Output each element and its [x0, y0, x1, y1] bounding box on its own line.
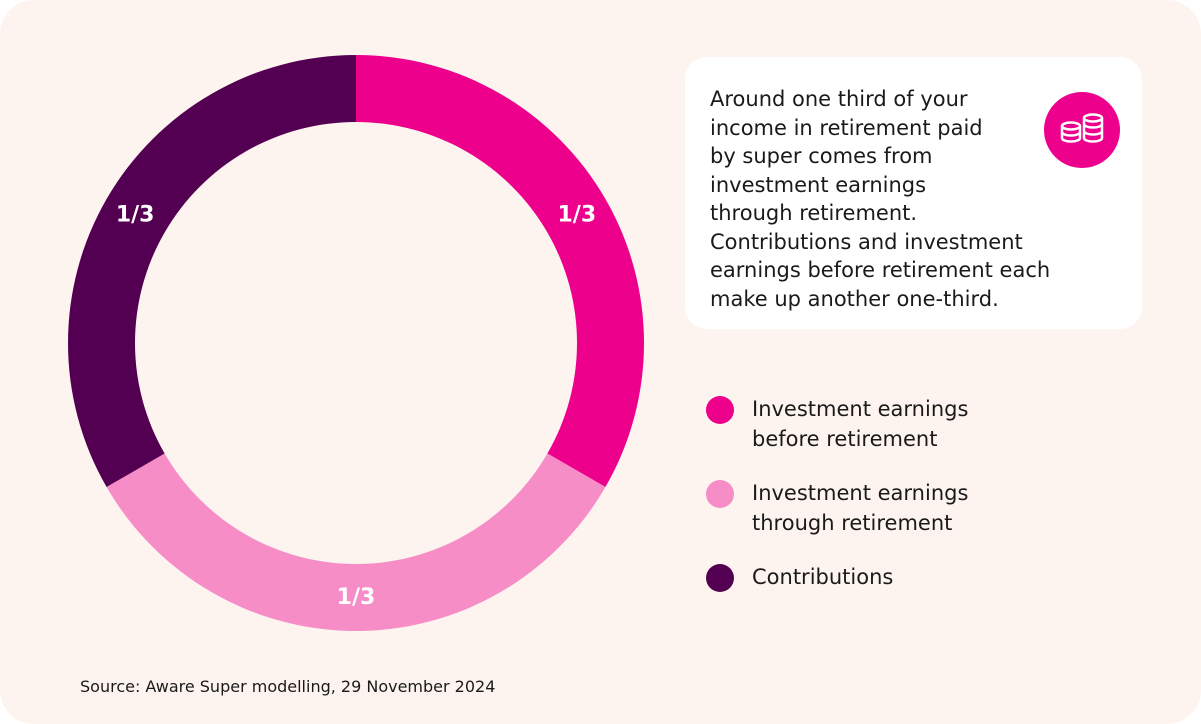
source: Source: Aware Super modelling, 29 Novemb…: [80, 677, 496, 696]
description-line: Around one third of your: [710, 87, 968, 111]
legend-label: Investment earnings before retirement: [752, 397, 969, 451]
info-box: Around one third of your income in retire…: [685, 57, 1142, 329]
coins-icon: [1044, 92, 1120, 168]
donut-chart: 1/3 1/3 1/3: [68, 55, 644, 631]
legend-label: Contributions: [752, 565, 894, 589]
legend-swatch: [706, 480, 734, 508]
data-label: 1/3: [337, 585, 376, 610]
donut-segment: [106, 453, 606, 631]
description-line: make up another one-third.: [710, 286, 999, 311]
description-line: Contributions and investment: [710, 229, 1023, 254]
legend-label: Investment earnings through retirement: [752, 481, 969, 535]
description-line: investment earnings: [710, 172, 927, 197]
legend-swatch: [706, 564, 734, 592]
description: Around one third of your income in retire…: [710, 85, 1050, 313]
donut-segment: [68, 55, 356, 487]
legend-swatch: [706, 396, 734, 424]
donut-segment: [356, 55, 644, 487]
description-line: earnings before retirement each: [710, 258, 1051, 282]
description-line: by super comes from: [710, 144, 933, 168]
description-line: income in retirement paid: [710, 115, 983, 140]
data-label: 1/3: [116, 203, 155, 228]
data-label: 1/3: [558, 203, 597, 228]
description-line: through retirement.: [710, 201, 918, 225]
